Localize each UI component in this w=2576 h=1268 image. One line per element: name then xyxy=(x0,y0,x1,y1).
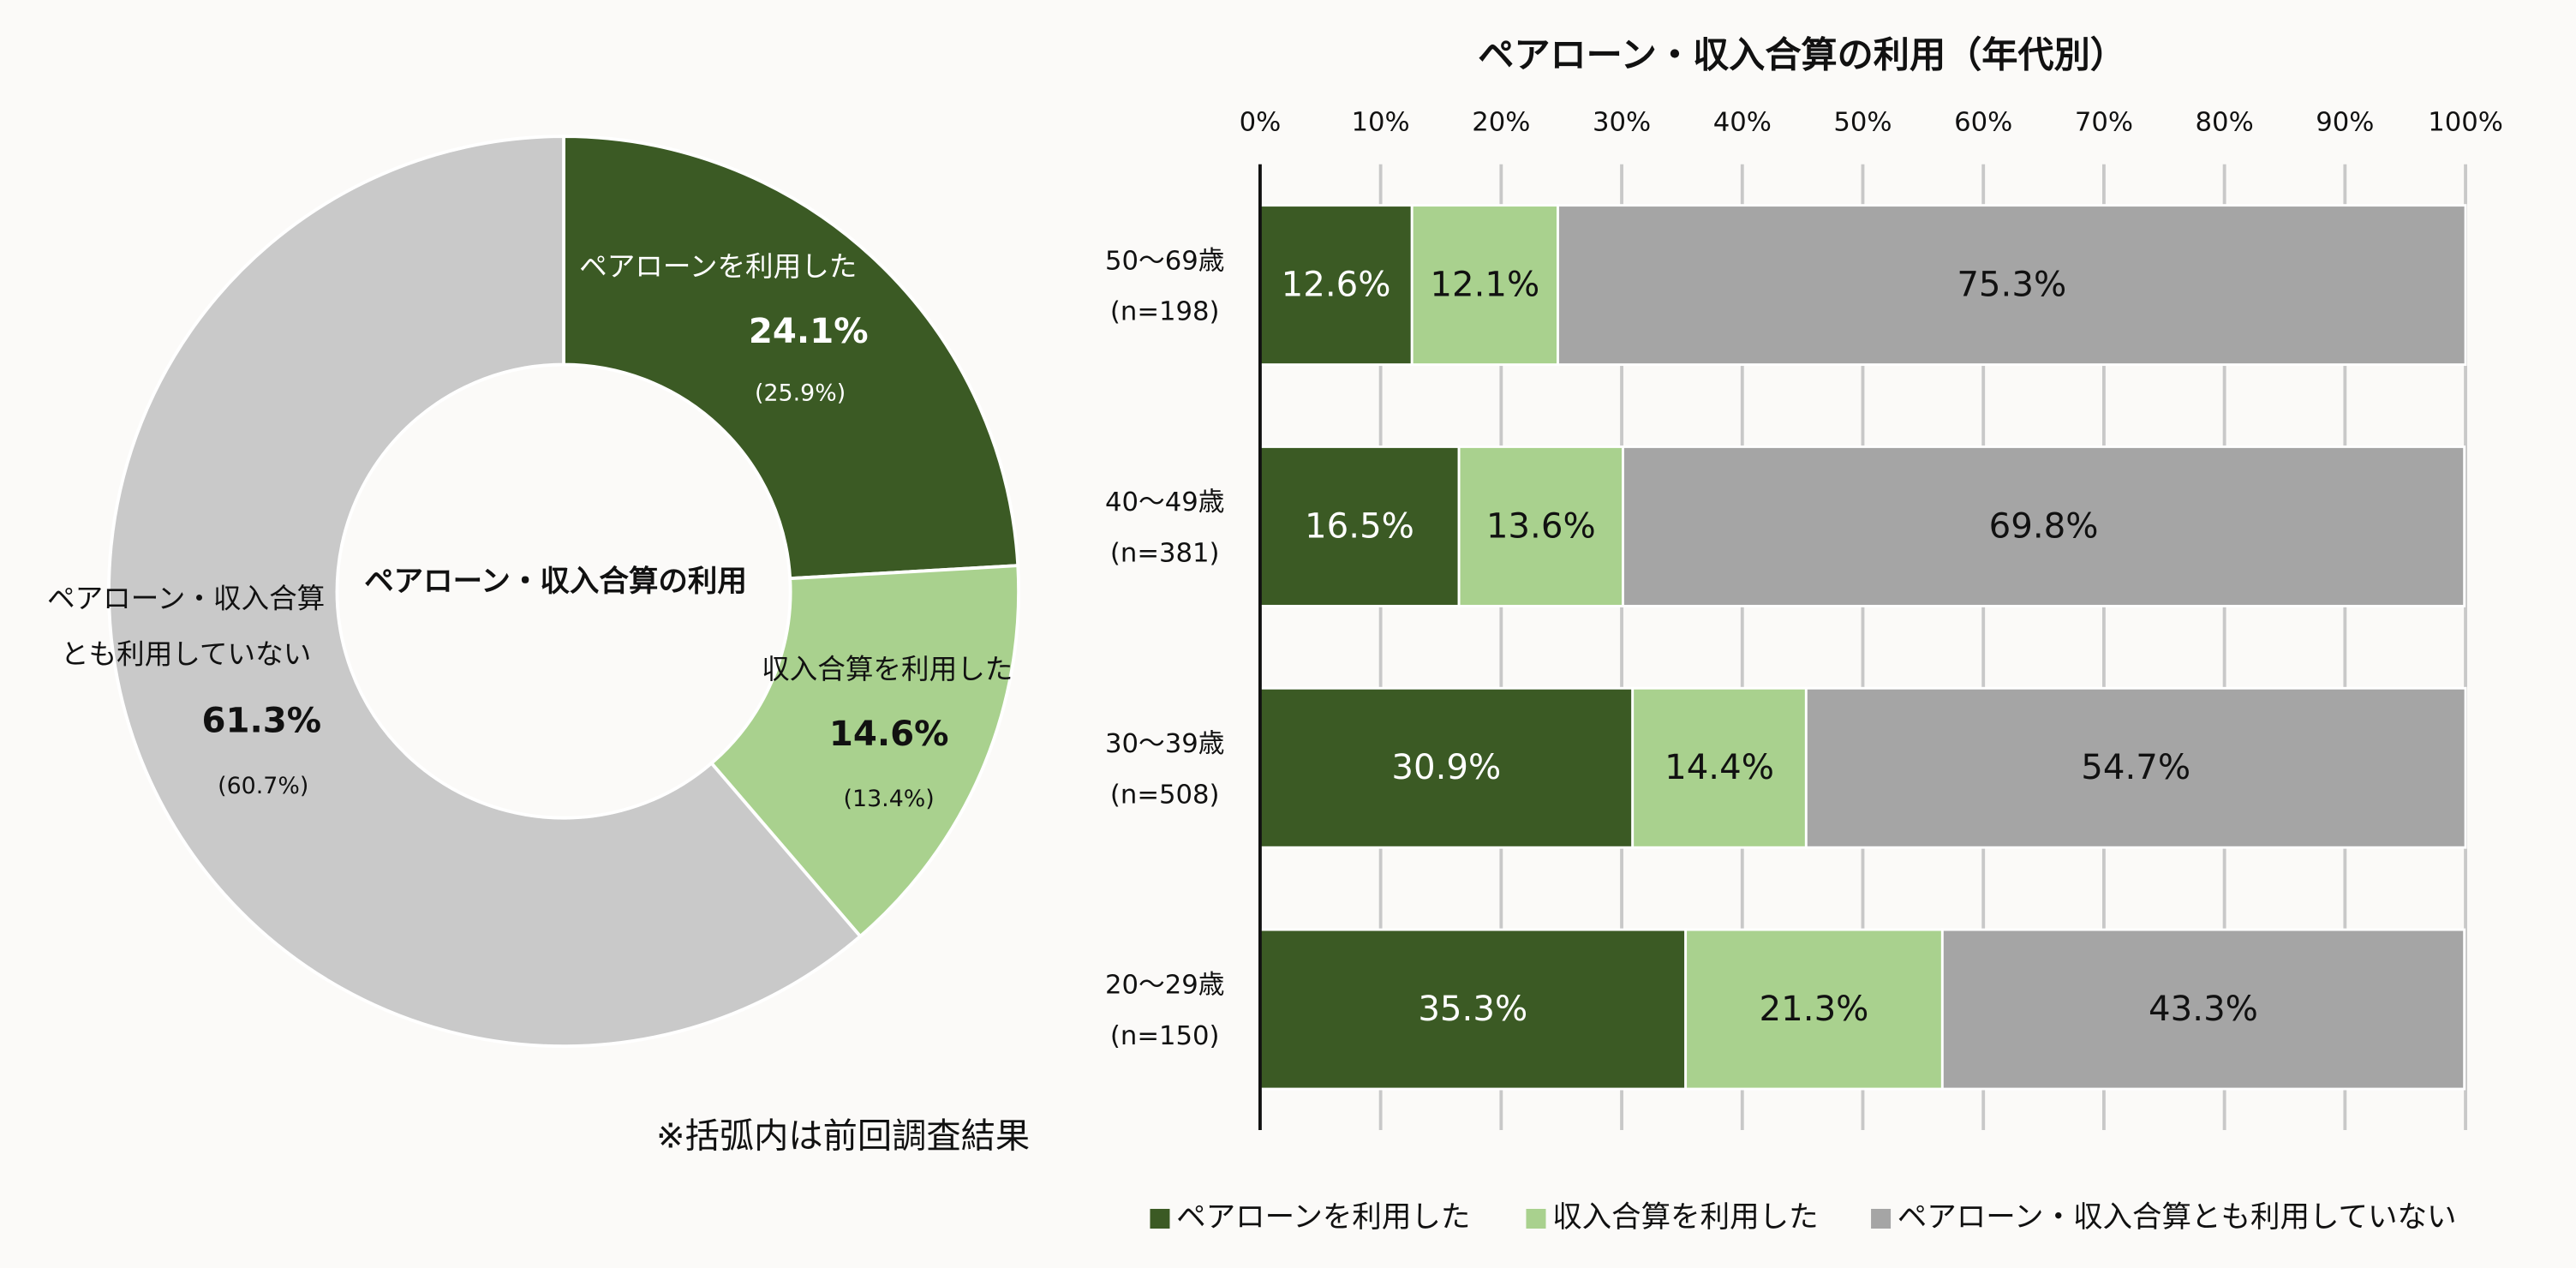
x-tick-label: 100% xyxy=(2428,107,2503,137)
x-tick-label: 70% xyxy=(2075,107,2133,137)
data-label: 16.5% xyxy=(1305,506,1414,546)
data-label: 12.1% xyxy=(1430,266,1539,305)
annotation: ※括弧内は前回調査結果 xyxy=(656,1117,1030,1157)
data-label: 14.4% xyxy=(1665,748,1774,787)
data-label: 30.9% xyxy=(1391,748,1501,787)
center-label: ペアローン・収入合算の利用 xyxy=(364,565,747,599)
slice-label-box: 収入合算を利用した xyxy=(762,654,1013,687)
slice-previous-label: (25.9%) xyxy=(755,380,846,407)
data-label: 21.3% xyxy=(1760,990,1869,1029)
y-tick-note: (n=150) xyxy=(1110,1021,1220,1051)
bar-segment xyxy=(1258,446,1461,607)
slice-value-label: 14.6% xyxy=(829,715,949,754)
data-label: 43.3% xyxy=(2149,990,2258,1029)
slice-previous-label: (13.4%) xyxy=(844,786,935,812)
slice-label: 収入合算を利用した xyxy=(762,654,1013,687)
legend-label: ペアローンを利用した xyxy=(1176,1200,1470,1235)
donut-slice xyxy=(708,564,1020,939)
x-tick-label: 40% xyxy=(1713,107,1772,137)
data-label: 75.3% xyxy=(1957,266,2066,305)
y-tick-label: 20〜29歳 xyxy=(1105,971,1224,1001)
legend-swatch xyxy=(1871,1208,1892,1229)
bar-segment xyxy=(1684,928,1944,1091)
bar-segment xyxy=(1622,446,2466,607)
y-tick-label: 40〜49歳 xyxy=(1105,487,1224,517)
chart-title: ペアローン・収入合算の利用（年代別） xyxy=(1478,34,2126,76)
bar-segment xyxy=(1258,204,1414,367)
legend-swatch xyxy=(1526,1208,1546,1229)
bar-segment xyxy=(1258,928,1688,1091)
y-tick-label: 30〜39歳 xyxy=(1105,729,1224,759)
x-tick-label: 90% xyxy=(2316,107,2374,137)
bar-segment xyxy=(1410,204,1559,367)
slice-label: ペアローン・収入合算とも利用していない xyxy=(46,583,326,673)
x-tick-label: 50% xyxy=(1833,107,1892,137)
bar-segment xyxy=(1940,928,2466,1091)
x-tick-label: 80% xyxy=(2196,107,2254,137)
donut-slice xyxy=(107,135,863,1049)
y-tick-note: (n=381) xyxy=(1110,539,1220,569)
slice-value-label: 24.1% xyxy=(749,312,869,351)
slice-label: ペアローンを利用した xyxy=(579,251,858,284)
data-label: 12.6% xyxy=(1282,266,1391,305)
slice-value-label: 61.3% xyxy=(201,702,321,741)
legend-label: ペアローン・収入合算とも利用していない xyxy=(1898,1200,2457,1235)
data-label: 54.7% xyxy=(2081,748,2190,787)
x-tick-label: 0% xyxy=(1240,107,1282,137)
y-tick-note: (n=508) xyxy=(1110,780,1220,810)
data-label: 69.8% xyxy=(1989,506,2099,546)
legend-swatch xyxy=(1150,1208,1170,1229)
legend-label: 収入合算を利用した xyxy=(1552,1200,1819,1235)
y-tick-note: (n=198) xyxy=(1110,297,1220,327)
donut-slice xyxy=(562,135,1020,581)
data-label: 35.3% xyxy=(1418,990,1527,1029)
bar-segment xyxy=(1804,686,2467,849)
x-tick-label: 60% xyxy=(1954,107,2012,137)
y-tick-label: 50〜69歳 xyxy=(1105,246,1224,276)
x-tick-label: 30% xyxy=(1593,107,1651,137)
slice-label-box: ペアローンを利用した xyxy=(579,251,858,284)
data-label: 13.6% xyxy=(1486,506,1596,546)
bar-segment xyxy=(1557,204,2467,367)
slice-label-box: ペアローン・収入合算とも利用していない xyxy=(46,583,326,673)
slice-previous-label: (60.7%) xyxy=(218,773,308,799)
x-tick-label: 10% xyxy=(1352,107,1410,137)
x-tick-label: 20% xyxy=(1472,107,1530,137)
